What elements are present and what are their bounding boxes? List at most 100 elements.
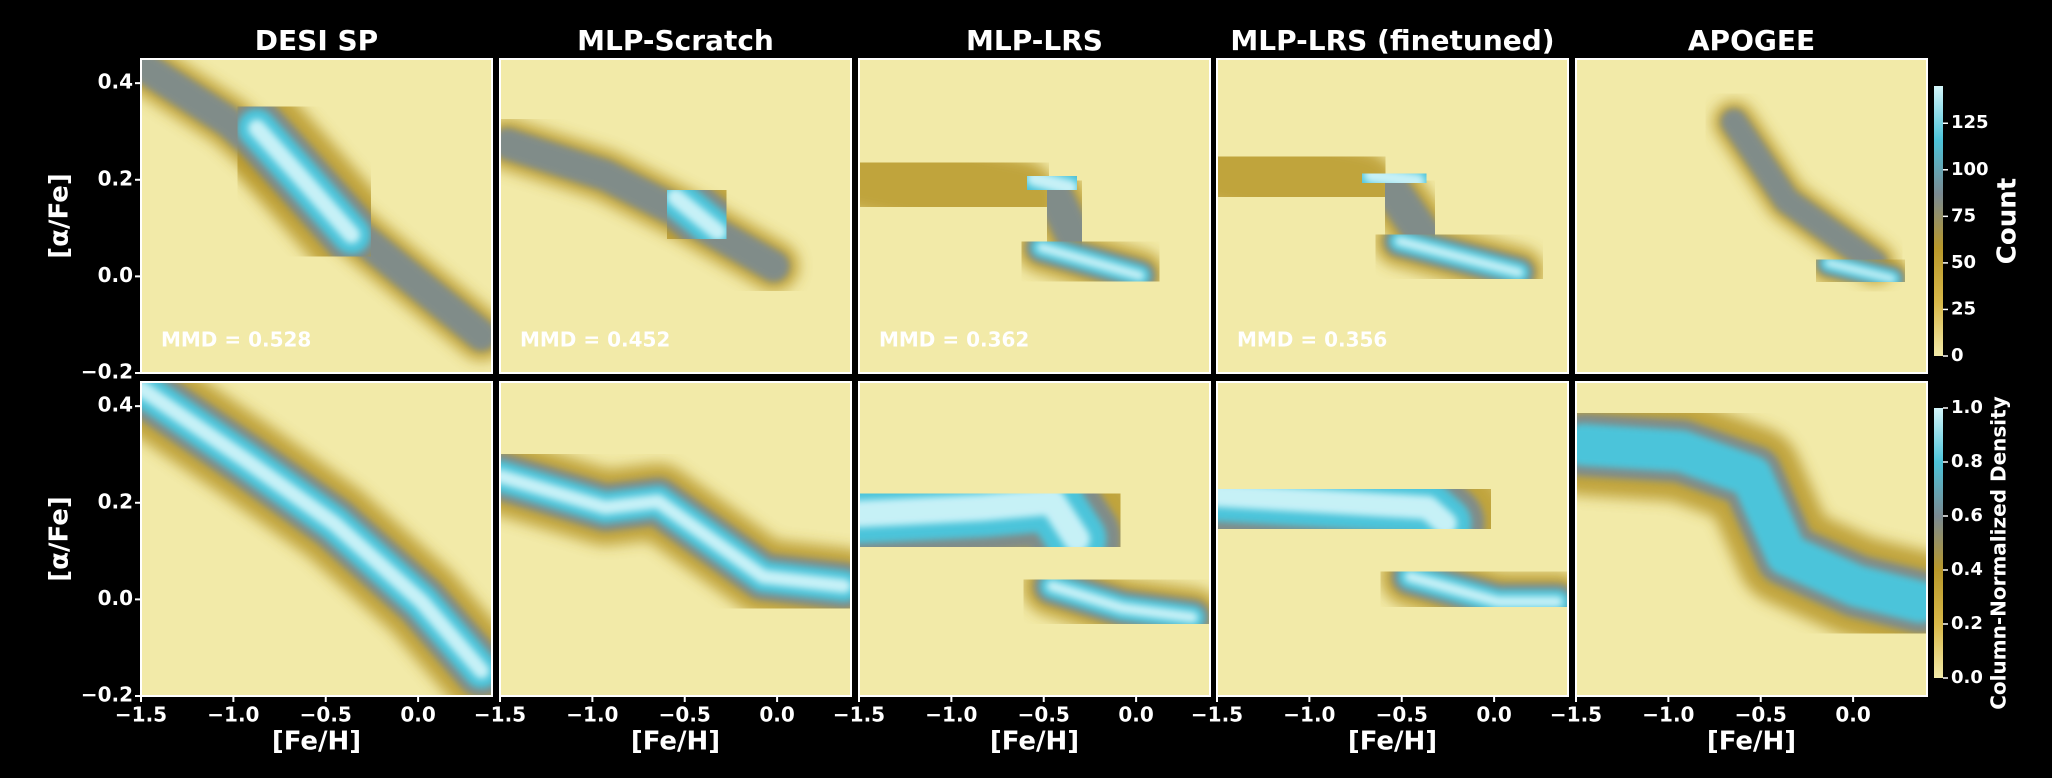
y-tick-label: 0.2 [98,489,133,513]
panel-frame [1575,58,1928,374]
panel: APOGEE 0 25 50 75 100 125 Count [1575,24,2023,374]
x-tick-label: 0.0 [1835,703,1870,727]
y-tick-label: −0.2 [81,683,133,707]
panel: [Fe/H] −1.5 −1.0 −0.5 0.0 [1191,381,1569,757]
panel-title: MLP-LRS [966,24,1103,57]
panel-frame [499,381,852,697]
x-tick-label: 0.0 [759,703,794,727]
density-band [666,188,727,241]
panel: MLP-LRS (finetuned) MMD = 0.356 [1216,24,1569,374]
colorbar-tick-label: 0 [1951,345,1964,366]
density [1712,100,1913,300]
x-tick-label: −1.5 [833,703,885,727]
density-band [1720,108,1888,277]
y-tick-label: 0.0 [98,263,133,287]
x-axis-label: [Fe/H] [272,727,361,757]
colorbar-label: Column-Normalized Density [1987,396,2011,710]
mmd-annotation: MMD = 0.528 [161,328,311,352]
density-band [1394,236,1524,278]
x-tick-label: −0.5 [300,703,352,727]
panel: [Fe/H] −1.5 −1.0 −0.5 0.0 [474,381,852,757]
density [500,438,851,625]
panel: MLP-Scratch MMD = 0.452 [499,24,852,374]
x-tick-label: −1.0 [1283,703,1335,727]
x-axis-label: [Fe/H] [1707,727,1796,757]
x-tick-label: 0.0 [1476,703,1511,727]
colorbar-label: Count [1993,178,2023,264]
x-tick-label: −1.0 [566,703,618,727]
x-tick-label: −1.5 [1550,703,1602,727]
panel-frame [1575,381,1928,697]
density [859,126,1166,301]
mmd-annotation: MMD = 0.356 [1237,328,1387,352]
colorbar-tick-label: 125 [1951,112,1989,133]
panel: [Fe/H] −1.5 −1.0 −0.5 0.0 0.0 0.2 0.4 0.6 0.8 1.0 C… [1550,381,2011,757]
colorbar-tick-label: 25 [1951,298,1976,319]
x-tick-label: −0.5 [1735,703,1787,727]
density-band [1404,571,1563,608]
colorbar-tick-label: 0.8 [1951,451,1983,472]
y-tick-label: 0.2 [98,166,133,190]
x-tick-label: 0.0 [1118,703,1153,727]
x-tick-label: −0.5 [659,703,711,727]
y-tick-label: 0.4 [98,70,133,94]
density-band [1576,423,1927,623]
y-tick-label: 0.4 [98,393,133,417]
density [500,118,800,292]
x-tick-label: −1.5 [1191,703,1243,727]
panel-title: APOGEE [1688,24,1815,57]
density-band [141,382,490,679]
x-axis-label: [Fe/H] [631,727,720,757]
density [141,382,492,696]
x-axis-label: [Fe/H] [990,727,1079,757]
colorbar-tick-label: 0.4 [1951,559,1983,580]
panel-title: MLP-Scratch [577,24,774,57]
density [1576,394,1927,653]
density [859,429,1210,647]
panel-frame [140,58,493,374]
density-band [859,126,1060,243]
panel-title: DESI SP [255,24,378,57]
x-tick-label: 0.0 [400,703,435,727]
colorbar-tick-label: 0.0 [1951,667,1983,688]
density-band [1036,242,1145,281]
density-band [1824,259,1896,283]
panel: MLP-LRS MMD = 0.362 [858,24,1211,374]
panel-frame [499,58,852,374]
density-band [1026,170,1078,196]
panel-frame [858,381,1211,697]
density-band [1217,483,1457,536]
x-tick-label: −1.0 [1642,703,1694,727]
density [141,59,492,361]
density [1217,120,1545,298]
colorbar-tick-label: 1.0 [1951,397,1983,418]
x-tick-label: −1.5 [115,703,167,727]
panel: [Fe/H] [α/Fe] −1.5 −1.0 −0.5 0.0 −0.2 0.0 0.2 0.4 [45,381,493,757]
colorbar-tick-label: 50 [1951,252,1976,273]
panel: DESI SP [α/Fe] MMD = 0.528 −0.2 0.0 0.2 0.4 [45,24,493,384]
x-tick-label: −1.0 [925,703,977,727]
density-band [248,119,361,244]
y-tick-label: 0.0 [98,586,133,610]
colorbar-tick-label: 0.6 [1951,505,1983,526]
panel-background [1576,59,1927,373]
y-tick-label: −0.2 [81,360,133,384]
panel-frame [1216,381,1569,697]
colorbar [1934,408,1943,678]
panel-frame [140,381,493,697]
x-axis-label: [Fe/H] [1348,727,1437,757]
colorbar-tick-label: 75 [1951,205,1976,226]
mmd-annotation: MMD = 0.452 [520,328,670,352]
x-tick-label: −0.5 [1018,703,1070,727]
y-axis-label: [α/Fe] [45,173,75,258]
mmd-annotation: MMD = 0.362 [879,328,1029,352]
panel-title: MLP-LRS (finetuned) [1230,24,1554,57]
density [1217,431,1568,632]
x-tick-label: −0.5 [1376,703,1428,727]
density-band [1363,167,1425,190]
panel-frame [1216,58,1569,374]
density-band [859,487,1091,553]
colorbar-tick-label: 0.2 [1951,613,1983,634]
density-band [500,469,851,594]
